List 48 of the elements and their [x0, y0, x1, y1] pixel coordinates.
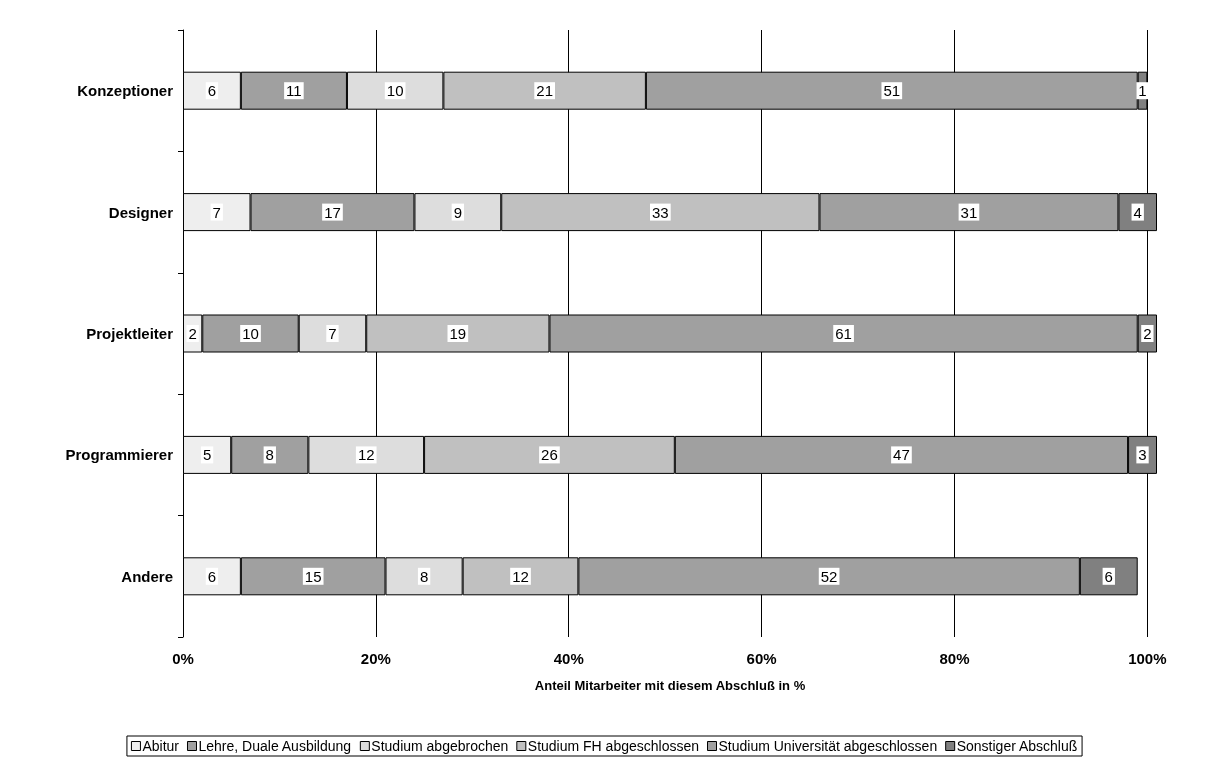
data-label: 6	[207, 567, 217, 585]
data-label: 1	[1138, 82, 1147, 100]
data-label: 2	[188, 325, 197, 342]
data-label: 52	[820, 567, 838, 585]
x-tick-label: 80%	[939, 650, 970, 667]
data-label: 5	[202, 446, 212, 464]
data-label: 6	[1104, 567, 1113, 585]
y-tick-label: Designer	[108, 203, 174, 221]
data-label: 21	[536, 82, 553, 100]
data-label: 8	[265, 446, 274, 464]
data-label: 19	[449, 325, 467, 342]
legend-label: Studium FH abgeschlossen	[527, 738, 700, 754]
data-label: 3	[1138, 446, 1147, 464]
data-label: 7	[328, 325, 337, 342]
data-label: 10	[386, 82, 404, 100]
legend-label: Studium Universität abgeschlossen	[718, 738, 938, 754]
x-tick-label: 100%	[1128, 650, 1167, 667]
x-tick-label: 0%	[172, 650, 194, 667]
legend-label: Sonstiger Abschluß	[956, 738, 1078, 754]
data-label: 4	[1133, 203, 1142, 221]
data-label: 9	[453, 203, 463, 221]
x-tick-label: 60%	[746, 650, 777, 667]
data-label: 6	[207, 82, 217, 100]
data-label: 2	[1143, 325, 1152, 342]
legend-label: Studium abgebrochen	[371, 738, 509, 754]
legend-label: Abitur	[142, 738, 180, 754]
y-tick-label: Konzeptioner	[77, 82, 174, 100]
x-axis-title: Anteil Mitarbeiter mit diesem Abschluß in %	[534, 678, 806, 693]
data-label: 17	[324, 203, 341, 221]
data-label: 26	[541, 446, 558, 464]
data-label: 11	[286, 82, 302, 100]
data-label: 8	[419, 567, 429, 585]
data-label: 12	[357, 446, 375, 464]
data-label: 61	[835, 325, 852, 342]
data-label: 31	[960, 203, 978, 221]
legend-label: Lehre, Duale Ausbildung	[198, 738, 352, 754]
data-label: 33	[652, 203, 669, 221]
x-tick-label: 20%	[360, 650, 391, 667]
data-label: 12	[512, 567, 529, 585]
x-tick-label: 40%	[553, 650, 584, 667]
data-label: 15	[304, 567, 322, 585]
data-label: 47	[893, 446, 910, 464]
data-label: 51	[883, 82, 901, 100]
data-label: 7	[212, 203, 221, 221]
y-tick-label: Projektleiter	[86, 325, 174, 342]
data-label: 10	[242, 325, 259, 342]
y-tick-label: Programmierer	[65, 446, 174, 464]
y-tick-label: Andere	[121, 567, 173, 585]
